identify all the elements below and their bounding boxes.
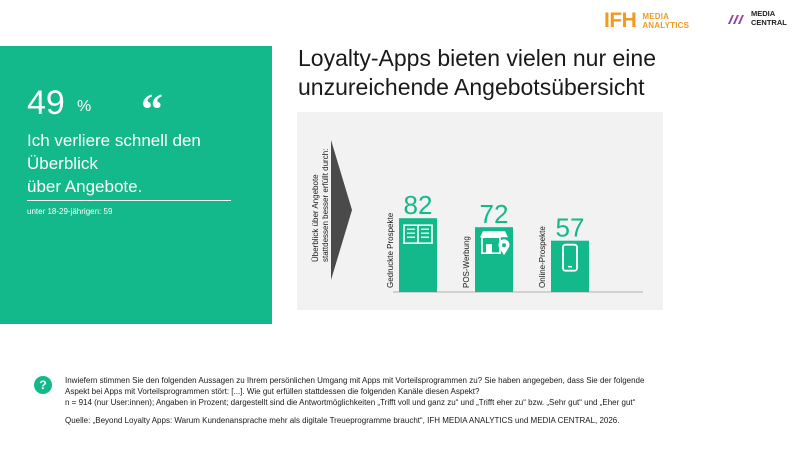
- statement-line: über Angebote.: [27, 177, 143, 196]
- quote-panel: [0, 46, 272, 324]
- source-note: Quelle: „Beyond Loyalty Apps: Warum Kund…: [65, 416, 620, 425]
- panel-divider: [27, 200, 231, 201]
- chart-axis-label-line: stattdessen besser erfüllt durch:: [321, 148, 330, 262]
- statement-text: Ich verliere schnell den Überblick über …: [27, 129, 257, 198]
- data-label: 57: [556, 213, 585, 243]
- media-central-logo-icon: [728, 14, 744, 24]
- newspaper-icon: [403, 224, 433, 244]
- statement-percent-sign: %: [77, 98, 92, 115]
- ifh-logo-line2: ANALYTICS: [642, 20, 690, 30]
- ifh-logo-mark: IFH: [604, 9, 637, 32]
- category-label: Gedruckte Prospekte: [386, 212, 395, 288]
- category-label: Online-Prospekte: [538, 226, 547, 288]
- age-group-note: unter 18-29-jährigen: 59: [27, 207, 113, 216]
- page-title: Loyalty-Apps bieten vielen nur eine unzu…: [298, 44, 778, 102]
- data-label: 82: [404, 190, 433, 220]
- statement-percent: 49: [27, 84, 65, 122]
- media-central-logo-text: MEDIA CENTRAL: [751, 9, 787, 27]
- chart-arrow: [331, 140, 352, 280]
- title-line: unzureichende Angebotsübersicht: [298, 74, 645, 100]
- title-line: Loyalty-Apps bieten vielen nur eine: [298, 45, 657, 71]
- quote-icon: “: [141, 85, 163, 134]
- question-icon: ?: [34, 376, 52, 394]
- ifh-logo-line1: MEDIA: [642, 11, 670, 21]
- survey-question: Inwiefern stimmen Sie den folgenden Auss…: [65, 375, 705, 408]
- ifh-logo: IFH MEDIA ANALYTICS: [604, 10, 689, 31]
- statement-line: Ich verliere schnell den: [27, 131, 201, 150]
- survey-question-line: Inwiefern stimmen Sie den folgenden Auss…: [65, 376, 645, 385]
- media-central-logo: MEDIA CENTRAL: [726, 9, 787, 27]
- survey-question-line: n = 914 (nur User:innen); Angaben in Pro…: [65, 398, 636, 407]
- smartphone-icon: [562, 243, 578, 272]
- chart-axis-label-line: Überblick über Angebote: [311, 174, 320, 262]
- ifh-logo-text: MEDIA ANALYTICS: [642, 12, 689, 30]
- survey-question-line: Aspekt bei Apps mit Vorteilsprogrammen s…: [65, 387, 480, 396]
- storefront-icon: [480, 231, 510, 256]
- mc-logo-line1: MEDIA: [751, 9, 776, 18]
- bar-chart: 82 72 57: [331, 140, 643, 293]
- mc-logo-line2: CENTRAL: [751, 17, 787, 27]
- data-label: 72: [480, 199, 509, 229]
- category-label: POS-Werbung: [462, 236, 471, 288]
- statement-line: Überblick: [27, 154, 98, 173]
